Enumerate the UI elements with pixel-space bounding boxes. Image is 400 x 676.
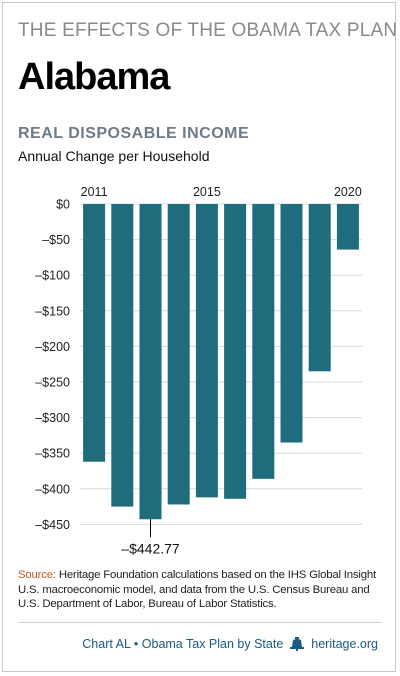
x-tick-label: 2020 [334,185,362,199]
y-tick-label: $0 [56,198,70,212]
bar-2012 [111,204,134,507]
source-note: Source: Heritage Foundation calculations… [18,568,384,612]
y-tick-label: –$150 [35,304,70,318]
footer-chart-id: Chart AL • Obama Tax Plan by State [82,637,284,651]
supertitle: THE EFFECTS OF THE OBAMA TAX PLAN [18,20,398,41]
annotation: –$442.77 [121,519,180,556]
chart-subtitle: Annual Change per Household [18,148,210,164]
y-tick-label: –$400 [35,482,70,496]
y-tick-label: –$300 [35,411,70,425]
bar-2015 [195,204,218,498]
footer-divider [18,622,382,623]
bar-2017 [252,204,275,479]
bar-2016 [224,204,247,499]
chart-title: REAL DISPOSABLE INCOME [18,125,250,142]
y-tick-label: –$200 [35,340,70,354]
y-axis-ticks: $0 –$50 –$100 –$150 –$200 –$250 –$300 –$350 –$40… [35,198,70,532]
x-tick-label: 2015 [193,185,221,199]
y-tick-label: –$350 [35,447,70,461]
footer-site[interactable]: heritage.org [311,637,378,651]
bar-2020 [336,204,359,250]
footer: Chart AL • Obama Tax Plan by State herit… [82,637,378,651]
liberty-bell-icon [289,637,305,651]
source-label: Source: [18,569,56,581]
y-tick-label: –$250 [35,376,70,390]
bar-2013 [139,204,162,520]
source-text: Heritage Foundation calculations based o… [18,569,376,610]
y-tick-label: –$450 [35,518,70,532]
y-tick-label: –$100 [35,269,70,283]
y-tick-label: –$50 [42,233,70,247]
bar-2018 [280,204,303,443]
x-axis-ticks: 2011 2015 2020 [81,185,362,199]
x-tick-label: 2011 [81,185,108,199]
bar-2019 [308,204,331,372]
bars [83,204,359,520]
annotation-label: –$442.77 [121,540,180,556]
state-title: Alabama [18,56,170,98]
bar-2011 [83,204,106,462]
bar-2014 [167,204,190,505]
